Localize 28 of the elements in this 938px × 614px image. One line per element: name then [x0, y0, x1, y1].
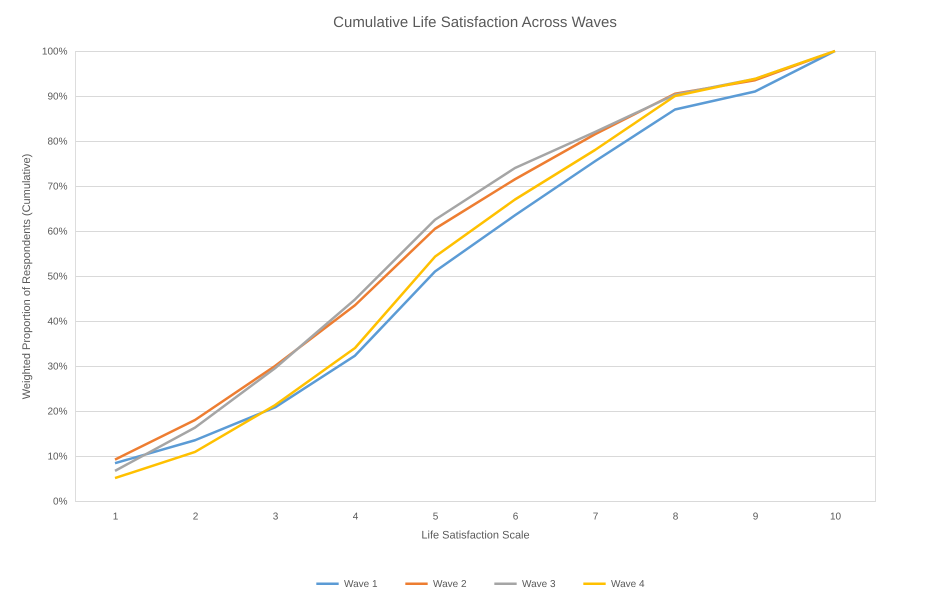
x-tick-label: 8 [672, 512, 679, 522]
x-tick-label: 5 [432, 512, 439, 522]
y-tick-label: 10% [47, 452, 68, 462]
y-tick-label: 20% [47, 406, 68, 418]
x-tick-label: 10 [830, 512, 842, 522]
y-tick-label: 80% [47, 136, 68, 148]
x-tick-label: 4 [352, 512, 359, 522]
legend-label: Wave 2 [433, 578, 467, 590]
x-tick-label: 3 [272, 512, 279, 522]
chart-title: Cumulative Life Satisfaction Across Waves [333, 14, 617, 31]
x-tick-label: 2 [192, 512, 199, 522]
y-axis-title: Weighted Proportion of Respondents (Cumulative) [20, 154, 33, 400]
y-tick-label: 50% [47, 272, 68, 282]
legend-label: Wave 3 [522, 578, 556, 590]
y-tick-label: 90% [47, 92, 68, 102]
x-tick-label: 6 [512, 512, 519, 522]
legend-label: Wave 4 [611, 578, 645, 590]
y-tick-label: 0% [53, 496, 68, 508]
x-tick-label: 9 [752, 512, 759, 522]
y-tick-label: 60% [47, 226, 68, 238]
y-tick-label: 40% [47, 316, 68, 328]
x-tick-label: 7 [592, 512, 599, 522]
y-tick-label: 100% [42, 46, 68, 58]
x-axis-title: Life Satisfaction Scale [421, 530, 530, 542]
x-tick-label: 1 [112, 512, 119, 522]
y-tick-label: 70% [47, 182, 68, 192]
y-tick-label: 30% [47, 362, 68, 372]
legend-label: Wave 1 [344, 578, 378, 590]
